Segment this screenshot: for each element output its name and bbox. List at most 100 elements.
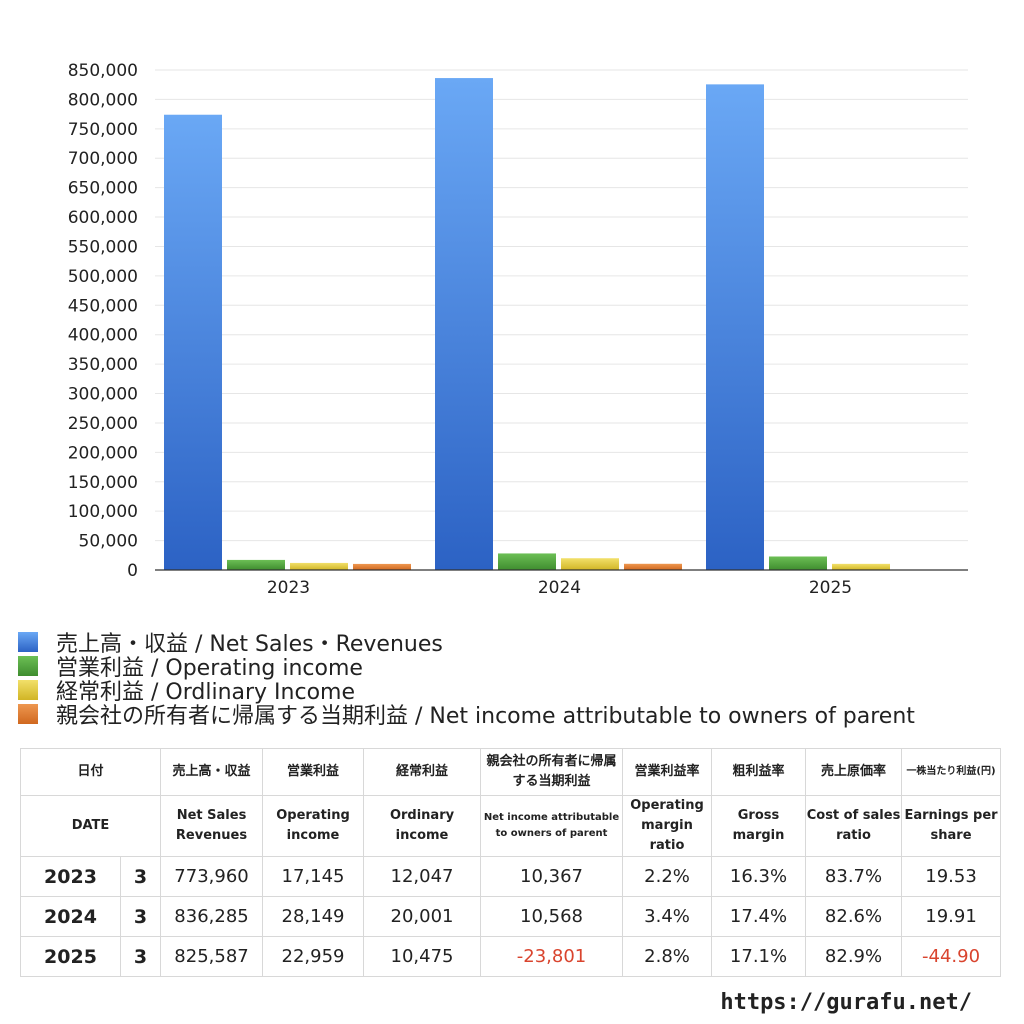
header-ordinary-income-en: Ordinary income bbox=[363, 795, 482, 857]
legend-swatch-net-income bbox=[18, 704, 38, 724]
bar-chart: 0 50,000 100,000 150,000 200,000 250,000 300,0… bbox=[68, 61, 968, 598]
y-tick-label: 300,000 bbox=[68, 385, 138, 405]
bar bbox=[832, 563, 890, 570]
chart-legend: 売上高・収益 / Net Sales・Revenues 営業利益 / Opera… bbox=[18, 630, 1018, 729]
bar bbox=[498, 553, 556, 570]
legend-item-net-sales: 売上高・収益 / Net Sales・Revenues bbox=[18, 630, 1018, 657]
y-tick-label: 200,000 bbox=[68, 443, 138, 463]
table-cell: 825,587 bbox=[160, 936, 264, 977]
header-operating-income-en: Operating income bbox=[262, 795, 365, 857]
row-year: 2025 bbox=[20, 936, 121, 977]
table-header-row-en: DATE Net Sales Revenues Operating income… bbox=[19, 795, 1002, 857]
y-tick-label: 550,000 bbox=[68, 237, 138, 257]
y-tick-label: 450,000 bbox=[68, 296, 138, 316]
legend-label-net-sales: 売上高・収益 / Net Sales・Revenues bbox=[56, 632, 443, 657]
row-month: 3 bbox=[119, 936, 162, 977]
legend-item-operating-income: 営業利益 / Operating income bbox=[18, 654, 1018, 681]
header-net-sales-ja: 売上高・収益 bbox=[160, 748, 264, 796]
y-tick-label: 650,000 bbox=[68, 179, 138, 199]
table-body: 2023 3 773,960 17,145 12,047 10,367 2.2% 16.3% 8… bbox=[20, 856, 1002, 977]
source-url: https://gurafu.net/ bbox=[720, 990, 972, 1015]
y-tick-label: 800,000 bbox=[68, 90, 138, 110]
legend-swatch-operating-income bbox=[18, 656, 38, 676]
header-date-en: DATE bbox=[19, 795, 162, 857]
table-cell: 17,145 bbox=[262, 856, 365, 897]
table-cell: 12,047 bbox=[363, 856, 482, 897]
x-tick-label: 2024 bbox=[538, 578, 581, 598]
row-month: 3 bbox=[119, 856, 162, 897]
y-tick-label: 50,000 bbox=[79, 532, 138, 552]
y-tick-label: 350,000 bbox=[68, 355, 138, 375]
row-year: 2023 bbox=[20, 856, 121, 897]
header-operating-margin-en: Operating margin ratio bbox=[622, 795, 713, 857]
table-cell: 10,367 bbox=[480, 856, 624, 897]
bar bbox=[624, 563, 682, 570]
table-cell: 19.53 bbox=[901, 856, 1002, 897]
y-tick-label: 700,000 bbox=[68, 149, 138, 169]
header-eps-ja: 一株当たり利益(円) bbox=[901, 748, 1002, 796]
header-net-income-en: Net income attributable to owners of par… bbox=[480, 795, 624, 857]
header-cost-ratio-ja: 売上原価率 bbox=[805, 748, 903, 796]
header-gross-margin-ja: 粗利益率 bbox=[711, 748, 807, 796]
header-gross-margin-en: Gross margin bbox=[711, 795, 807, 857]
y-tick-label: 250,000 bbox=[68, 414, 138, 434]
bar bbox=[561, 558, 619, 570]
table-cell: 17.4% bbox=[711, 896, 807, 937]
table-cell: 773,960 bbox=[160, 856, 264, 897]
y-tick-label: 750,000 bbox=[68, 120, 138, 140]
row-month: 3 bbox=[119, 896, 162, 937]
table-cell: 3.4% bbox=[622, 896, 713, 937]
legend-label-operating-income: 営業利益 / Operating income bbox=[56, 656, 363, 681]
bar bbox=[706, 84, 764, 570]
table-cell: -44.90 bbox=[901, 936, 1002, 977]
bar bbox=[769, 556, 827, 570]
y-tick-label: 400,000 bbox=[68, 326, 138, 346]
table-row: 2025 3 825,587 22,959 10,475 -23,801 2.8% 17.1%… bbox=[20, 936, 1002, 977]
table-cell: 28,149 bbox=[262, 896, 365, 937]
table-cell: 10,475 bbox=[363, 936, 482, 977]
header-operating-margin-ja: 営業利益率 bbox=[622, 748, 713, 796]
header-eps-en: Earnings per share bbox=[901, 795, 1002, 857]
table-row: 2024 3 836,285 28,149 20,001 10,568 3.4% 17.4% 8… bbox=[20, 896, 1002, 937]
table-cell: 17.1% bbox=[711, 936, 807, 977]
y-tick-label: 150,000 bbox=[68, 473, 138, 493]
table-cell: 82.9% bbox=[805, 936, 903, 977]
table-cell: 83.7% bbox=[805, 856, 903, 897]
table-cell: 2.2% bbox=[622, 856, 713, 897]
table-row: 2023 3 773,960 17,145 12,047 10,367 2.2% 16.3% 8… bbox=[20, 856, 1002, 897]
header-operating-income-ja: 営業利益 bbox=[262, 748, 365, 796]
bar bbox=[353, 563, 411, 570]
y-tick-label: 100,000 bbox=[68, 502, 138, 522]
table-cell: 836,285 bbox=[160, 896, 264, 937]
legend-item-net-income: 親会社の所有者に帰属する当期利益 / Net income attributab… bbox=[18, 702, 1018, 729]
bar bbox=[227, 559, 285, 570]
financial-data-table: 日付 売上高・収益 営業利益 経常利益 親会社の所有者に帰属する当期利益 営業利… bbox=[19, 748, 1002, 977]
bar bbox=[290, 562, 348, 570]
bar bbox=[435, 78, 493, 570]
table-cell: 10,568 bbox=[480, 896, 624, 937]
table-cell: 20,001 bbox=[363, 896, 482, 937]
legend-swatch-ordinary-income bbox=[18, 680, 38, 700]
y-tick-label: 600,000 bbox=[68, 208, 138, 228]
header-ordinary-income-ja: 経常利益 bbox=[363, 748, 482, 796]
table-cell: 16.3% bbox=[711, 856, 807, 897]
table-cell: 22,959 bbox=[262, 936, 365, 977]
header-net-sales-en: Net Sales Revenues bbox=[160, 795, 264, 857]
table-header-row-ja: 日付 売上高・収益 営業利益 経常利益 親会社の所有者に帰属する当期利益 営業利… bbox=[19, 748, 1002, 796]
y-tick-label: 500,000 bbox=[68, 267, 138, 287]
legend-label-ordinary-income: 経常利益 / Ordlinary Income bbox=[56, 680, 355, 705]
header-net-income-ja: 親会社の所有者に帰属する当期利益 bbox=[480, 748, 624, 796]
header-cost-ratio-en: Cost of sales ratio bbox=[805, 795, 903, 857]
table-cell: 19.91 bbox=[901, 896, 1002, 937]
table-cell: 82.6% bbox=[805, 896, 903, 937]
y-tick-label: 850,000 bbox=[68, 61, 138, 81]
legend-swatch-net-sales bbox=[18, 632, 38, 652]
legend-label-net-income: 親会社の所有者に帰属する当期利益 / Net income attributab… bbox=[56, 704, 915, 729]
x-tick-label: 2023 bbox=[267, 578, 310, 598]
x-tick-label: 2025 bbox=[809, 578, 852, 598]
table-cell: 2.8% bbox=[622, 936, 713, 977]
header-date-ja: 日付 bbox=[19, 748, 162, 796]
legend-item-ordinary-income: 経常利益 / Ordlinary Income bbox=[18, 678, 1018, 705]
bar bbox=[164, 114, 222, 571]
y-tick-label: 0 bbox=[127, 561, 138, 581]
